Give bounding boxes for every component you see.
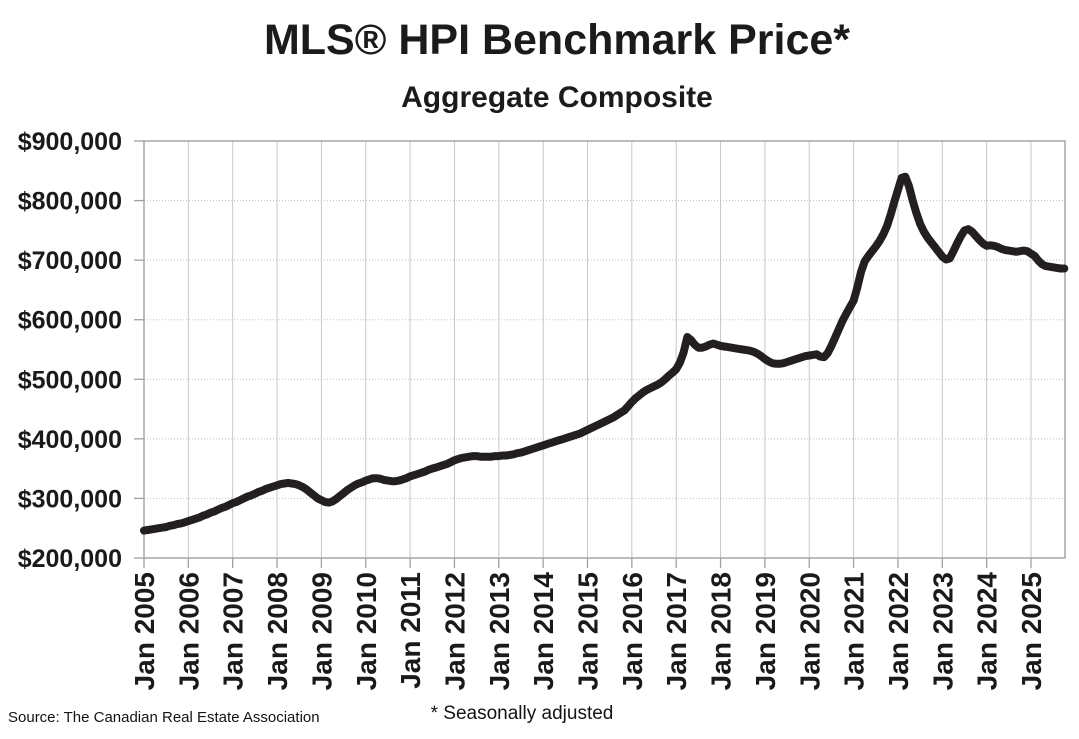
y-tick-label: $200,000 <box>18 545 122 573</box>
seasonally-adjusted-footnote: * Seasonally adjusted <box>430 703 614 724</box>
x-tick-label: Jan 2022 <box>883 572 914 690</box>
x-tick-label: Jan 2023 <box>927 572 958 690</box>
y-tick-label: $300,000 <box>18 485 122 513</box>
x-tick-label: Jan 2005 <box>129 572 160 690</box>
x-tick-label: Jan 2017 <box>661 572 692 690</box>
x-tick-label: Jan 2015 <box>573 572 604 690</box>
y-tick-label: $600,000 <box>18 307 122 335</box>
x-tick-label: Jan 2013 <box>484 572 515 690</box>
x-tick-label: Jan 2008 <box>262 572 293 690</box>
benchmark-price-line <box>140 172 1069 535</box>
x-tick-label: Jan 2011 <box>395 572 426 689</box>
x-tick-label: Jan 2009 <box>306 572 337 690</box>
plot-border <box>143 140 1066 559</box>
source-note: Source: The Canadian Real Estate Associa… <box>8 709 320 726</box>
x-tick-label: Jan 2006 <box>173 572 204 690</box>
y-tick-label: $900,000 <box>18 128 122 156</box>
y-tick-label: $500,000 <box>18 366 122 394</box>
y-tick-label: $800,000 <box>18 188 122 216</box>
y-tick-label: $700,000 <box>18 247 122 275</box>
chart-subtitle: Aggregate Composite <box>401 81 713 114</box>
x-tick-label: Jan 2019 <box>750 572 781 690</box>
x-tick-label: Jan 2020 <box>794 572 825 690</box>
x-tick-label: Jan 2014 <box>528 572 559 691</box>
x-tick-label: Jan 2021 <box>839 572 870 690</box>
chart-title: MLS® HPI Benchmark Price* <box>263 16 851 64</box>
y-tick-label: $400,000 <box>18 426 122 454</box>
x-tick-label: Jan 2010 <box>351 572 382 690</box>
x-tick-label: Jan 2024 <box>972 572 1003 691</box>
x-tick-label: Jan 2016 <box>617 572 648 690</box>
x-tick-label: Jan 2025 <box>1016 572 1047 690</box>
x-tick-label: Jan 2018 <box>706 572 737 690</box>
x-tick-label: Jan 2012 <box>439 572 470 690</box>
x-tick-label: Jan 2007 <box>218 572 249 690</box>
